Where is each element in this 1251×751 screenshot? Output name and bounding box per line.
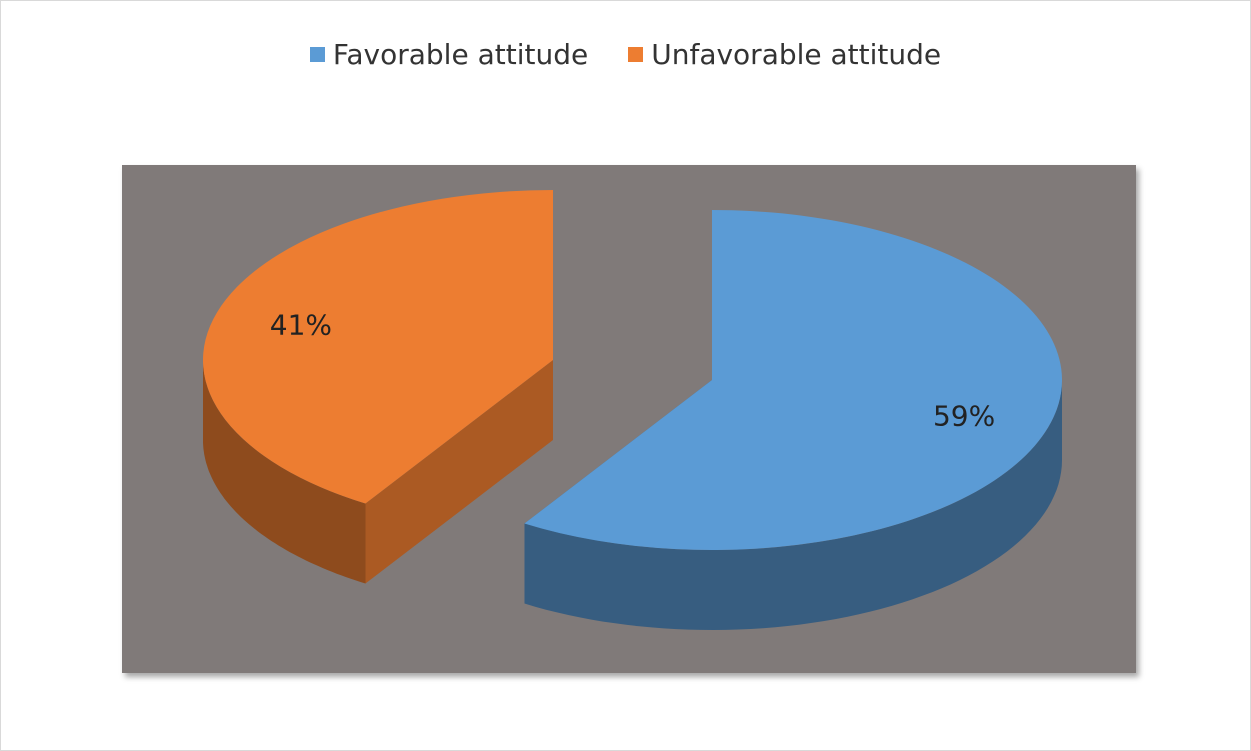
pie-side-unfavorable-0: [365, 360, 553, 584]
legend: Favorable attitude Unfavorable attitude: [0, 38, 1251, 71]
legend-label-favorable: Favorable attitude: [332, 38, 589, 71]
pie-top-unfavorable: [203, 190, 553, 504]
legend-item-favorable: Favorable attitude: [309, 38, 589, 71]
legend-swatch-unfavorable: [628, 47, 644, 62]
data-label-unfavorable: 41%: [270, 308, 332, 341]
legend-item-unfavorable: Unfavorable attitude: [628, 38, 941, 71]
legend-swatch-favorable: [309, 47, 325, 62]
legend-label-unfavorable: Unfavorable attitude: [651, 38, 942, 71]
pie-rim-favorable: [524, 380, 1062, 630]
pie-rim-unfavorable: [203, 360, 366, 584]
data-label-favorable: 59%: [933, 400, 995, 433]
pie-slice-unfavorable: [203, 190, 553, 584]
pie-top-favorable: [524, 210, 1062, 550]
pie-slice-favorable: [524, 210, 1062, 630]
